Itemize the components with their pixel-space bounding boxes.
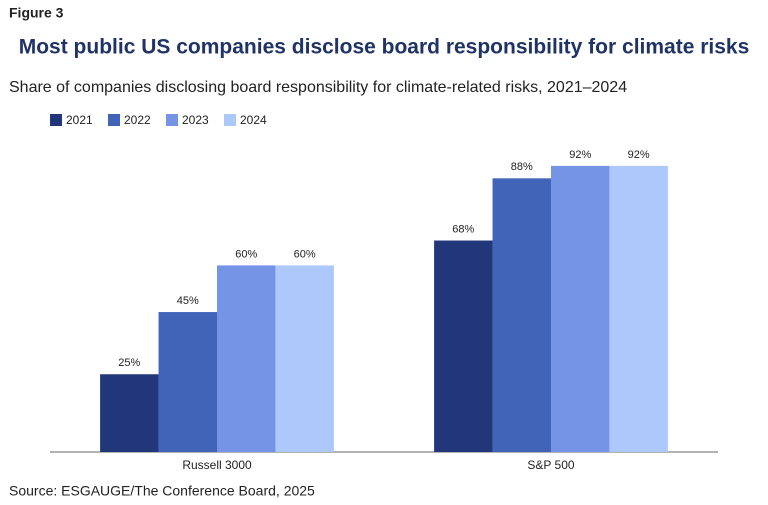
bar xyxy=(158,312,217,452)
x-tick-label: S&P 500 xyxy=(527,458,574,472)
value-label: 92% xyxy=(569,149,591,161)
chart-title: Most public US companies disclose board … xyxy=(19,36,750,59)
legend-swatch xyxy=(50,114,62,126)
value-label: 60% xyxy=(294,248,316,260)
value-label: 45% xyxy=(177,295,199,307)
bar xyxy=(609,165,668,452)
legend-label: 2022 xyxy=(124,113,151,127)
x-tick-label: Russell 3000 xyxy=(182,458,252,472)
legend-swatch xyxy=(166,114,178,126)
legend-label: 2023 xyxy=(182,113,209,127)
bar xyxy=(275,265,334,452)
value-label: 68% xyxy=(452,223,474,235)
legend-label: 2021 xyxy=(66,113,93,127)
value-label: 60% xyxy=(235,248,257,260)
source-note: Source: ESGAUGE/The Conference Board, 20… xyxy=(9,483,315,499)
value-label: 92% xyxy=(628,149,650,161)
legend-swatch xyxy=(108,114,120,126)
legend-swatch xyxy=(224,114,236,126)
bar xyxy=(100,374,159,452)
value-label: 88% xyxy=(511,161,533,173)
legend-label: 2024 xyxy=(240,113,267,127)
bar xyxy=(217,265,276,452)
bar xyxy=(434,240,493,452)
bar xyxy=(492,178,551,452)
bar xyxy=(551,165,610,452)
chart-subtitle: Share of companies disclosing board resp… xyxy=(9,79,627,96)
figure-label: Figure 3 xyxy=(9,5,64,21)
value-label: 25% xyxy=(118,357,140,369)
